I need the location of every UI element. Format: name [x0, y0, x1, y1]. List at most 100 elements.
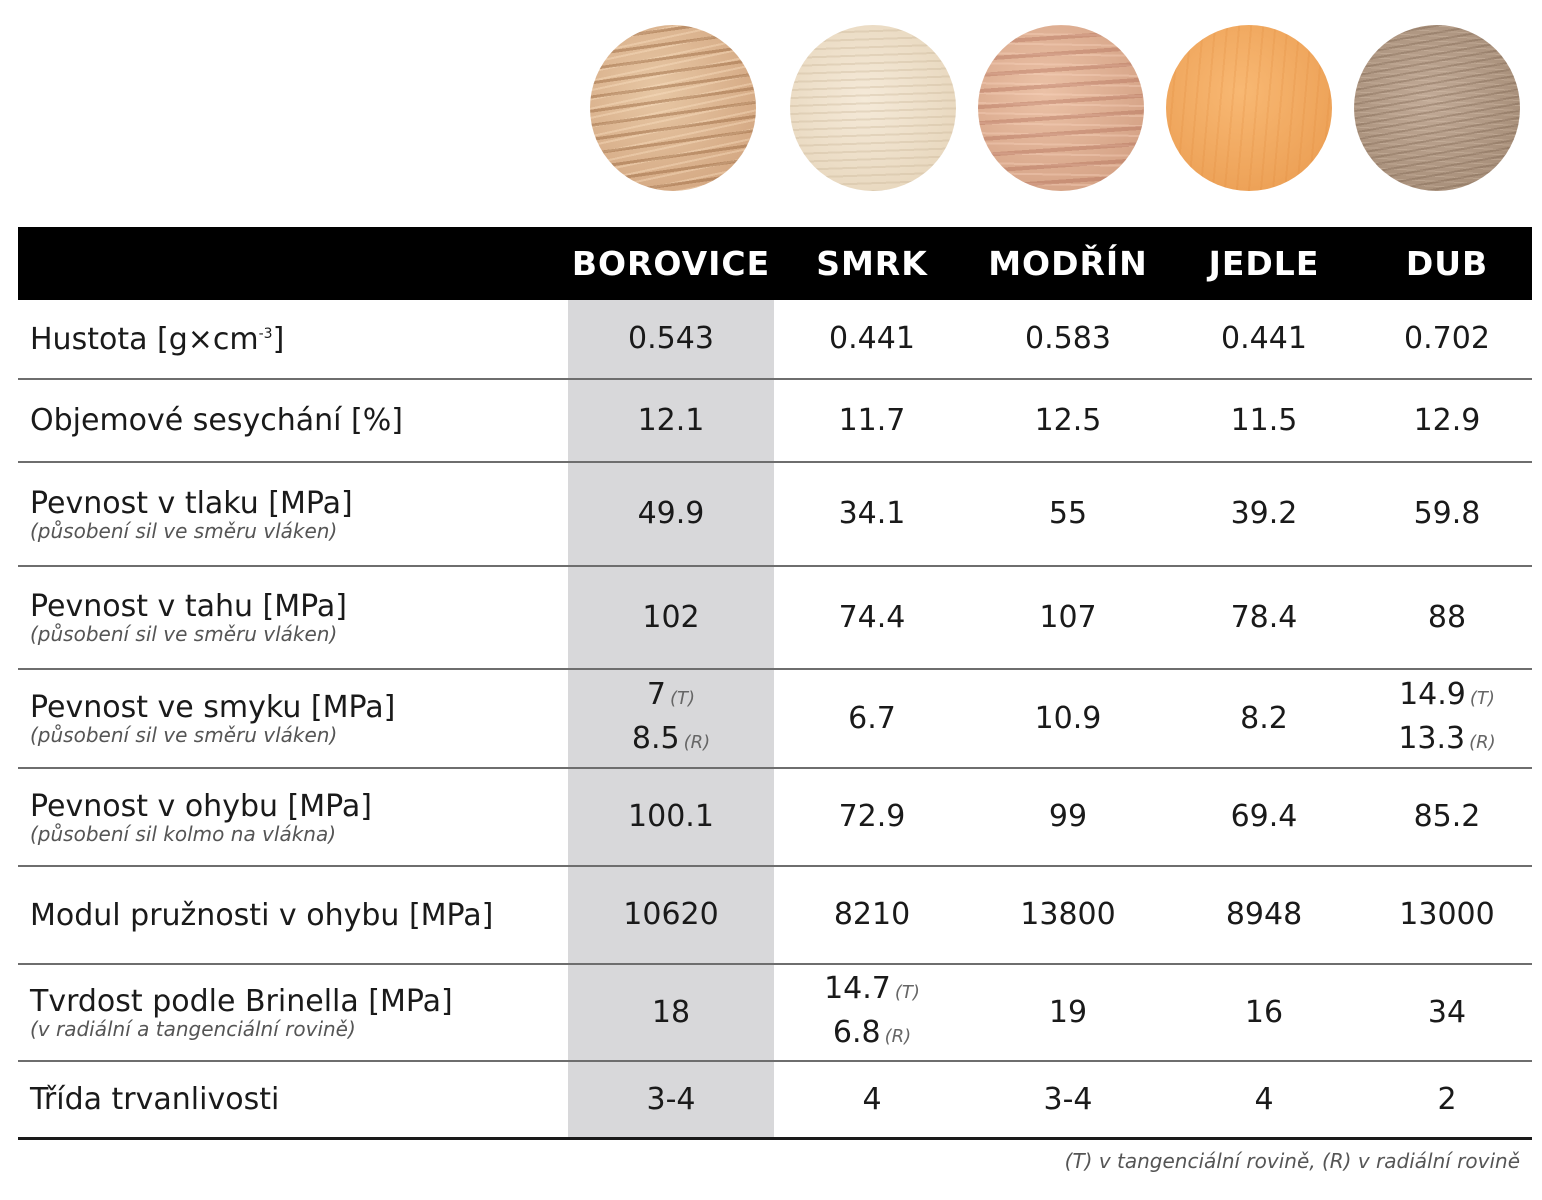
cell-value-line: 14.7 (T): [824, 969, 920, 1013]
row-label-note: (působení sil ve směru vláken): [30, 518, 338, 543]
header-dub: DUB: [1405, 244, 1489, 283]
row-label-text: Pevnost v tlaku [MPa]: [30, 485, 353, 521]
cell-value: 0.441: [1221, 321, 1307, 356]
cell-value: 4: [862, 1081, 882, 1117]
wood-swatches: [0, 25, 1542, 195]
cell-value: 34: [1427, 994, 1467, 1030]
highlighted-column: [568, 300, 774, 1138]
value-cell-smrk: 14.7 (T) 6.8 (R): [774, 965, 970, 1060]
cell-value: 78.4: [1230, 599, 1298, 635]
row-label-text: Modul pružnosti v ohybu [MPa]: [30, 897, 494, 933]
value-cell-smrk: 8210: [774, 867, 970, 963]
value-cell-jedle: 4: [1166, 1062, 1362, 1137]
table-header: BOROVICE SMRK MODŘÍN JEDLE DUB: [18, 227, 1532, 300]
cell-value: 85.2: [1413, 799, 1481, 834]
value-cell-smrk: 34.1: [774, 463, 970, 565]
header-modrin: MODŘÍN: [988, 244, 1148, 283]
value-cell-borovice: 12.1: [568, 380, 774, 461]
row-label-main: Pevnost v ohybu [MPa]: [30, 789, 372, 824]
value-cell-dub: 85.2: [1362, 769, 1532, 865]
value-cell-borovice: 100.1: [568, 769, 774, 865]
spruce-wood-swatch: [790, 25, 956, 191]
table-row: Třída trvanlivosti 3-4 4 3-4 4 2: [18, 1062, 1532, 1140]
cell-value: 8948: [1225, 897, 1303, 932]
row-label-main: Pevnost ve smyku [MPa]: [30, 690, 395, 725]
row-label-end: ]: [272, 321, 285, 357]
row-label-note: (působení sil ve směru vláken): [30, 622, 338, 646]
row-label: Pevnost v tlaku [MPa] (působení sil ve sm…: [30, 463, 353, 565]
value-cell-dub: 59.8: [1362, 463, 1532, 565]
row-label-main: Tvrdost podle Brinella [MPa]: [30, 984, 453, 1019]
value-cell-dub: 12.9: [1362, 380, 1532, 461]
value-cell-modrin: 12.5: [970, 380, 1166, 461]
value-cell-dub: 34: [1362, 965, 1532, 1060]
table-row: Tvrdost podle Brinella [MPa] (v radiální …: [18, 965, 1532, 1062]
cell-plane-tag: (R): [884, 1025, 912, 1047]
value-cell-jedle: 8948: [1166, 867, 1362, 963]
row-label: Objemové sesychání [%]: [30, 380, 403, 461]
row-label-text: Pevnost v ohybu [MPa]: [30, 788, 372, 824]
cell-value: 7: [646, 676, 667, 712]
cell-value: 10620: [623, 897, 719, 932]
table-row: Hustota [g×cm-3] 0.543 0.441 0.583 0.441 0.70…: [18, 300, 1532, 380]
cell-value: 107: [1039, 599, 1097, 635]
value-cell-smrk: 74.4: [774, 567, 970, 668]
row-label: Pevnost v ohybu [MPa] (působení sil kolmo…: [30, 769, 372, 865]
row-label: Modul pružnosti v ohybu [MPa]: [30, 867, 493, 963]
value-cell-borovice: 18: [568, 965, 774, 1060]
value-cell-borovice: 102: [568, 567, 774, 668]
cell-plane-tag: (T): [894, 981, 920, 1003]
table-row: Pevnost v ohybu [MPa] (působení sil kolmo…: [18, 769, 1532, 867]
row-label-text: Objemové sesychání [%]: [30, 403, 403, 438]
row-label: Pevnost v tahu [MPa] (působení sil ve smě…: [30, 567, 347, 668]
row-label: Tvrdost podle Brinella [MPa] (v radiální …: [30, 965, 453, 1060]
value-cell-dub: 14.9 (T) 13.3 (R): [1362, 670, 1532, 767]
cell-value: 69.4: [1230, 799, 1298, 834]
cell-value: 59.8: [1413, 496, 1481, 531]
value-cell-dub: 13000: [1362, 867, 1532, 963]
cell-value-line: 7 (T): [647, 675, 695, 719]
row-label-text: Tvrdost podle Brinella [MPa]: [30, 984, 453, 1019]
value-cell-modrin: 107: [970, 567, 1166, 668]
cell-value: 8.2: [1240, 700, 1288, 736]
larch-wood-swatch: [978, 25, 1144, 191]
value-cell-jedle: 69.4: [1166, 769, 1362, 865]
cell-plane-tag: (T): [670, 687, 696, 709]
cell-value: 6.7: [848, 700, 896, 736]
value-cell-modrin: 19: [970, 965, 1166, 1060]
cell-value: 16: [1244, 994, 1284, 1030]
value-cell-smrk: 72.9: [774, 769, 970, 865]
pine-wood-swatch: [590, 25, 756, 191]
value-cell-jedle: 78.4: [1166, 567, 1362, 668]
value-cell-jedle: 11.5: [1166, 380, 1362, 461]
value-cell-smrk: 11.7: [774, 380, 970, 461]
table-row: Modul pružnosti v ohybu [MPa] 10620 8210 13…: [18, 867, 1532, 965]
value-cell-jedle: 0.441: [1166, 300, 1362, 378]
value-cell-borovice: 0.543: [568, 300, 774, 378]
cell-value: 102: [642, 599, 700, 635]
row-label-text: Třída trvanlivosti: [30, 1082, 280, 1117]
fir-wood-swatch: [1166, 25, 1332, 191]
row-label: Třída trvanlivosti: [30, 1062, 279, 1137]
cell-value-line: 8.5 (R): [632, 719, 710, 763]
header-borovice: BOROVICE: [571, 244, 771, 283]
value-cell-modrin: 99: [970, 769, 1166, 865]
cell-value: 0.441: [829, 321, 915, 356]
cell-value: 12.5: [1034, 402, 1102, 438]
cell-value: 0.543: [628, 321, 714, 356]
row-label-main: Modul pružnosti v ohybu [MPa]: [30, 898, 493, 933]
row-label-note: (působení sil kolmo na vlákna): [30, 821, 337, 846]
row-label-main: Objemové sesychání [%]: [30, 403, 403, 438]
row-label-main: Pevnost v tahu [MPa]: [30, 589, 347, 624]
cell-plane-tag: (T): [1469, 687, 1495, 709]
cell-value: 8210: [833, 897, 911, 932]
value-cell-dub: 2: [1362, 1062, 1532, 1137]
value-cell-jedle: 16: [1166, 965, 1362, 1060]
cell-plane-tag: (R): [683, 731, 711, 753]
cell-value: 34.1: [838, 496, 906, 531]
cell-value: 2: [1437, 1081, 1457, 1117]
oak-wood-swatch: [1354, 25, 1520, 191]
cell-value: 100.1: [628, 799, 714, 834]
cell-value: 14.7: [824, 970, 891, 1006]
table-row: Objemové sesychání [%] 12.1 11.7 12.5 11.5 12…: [18, 380, 1532, 463]
